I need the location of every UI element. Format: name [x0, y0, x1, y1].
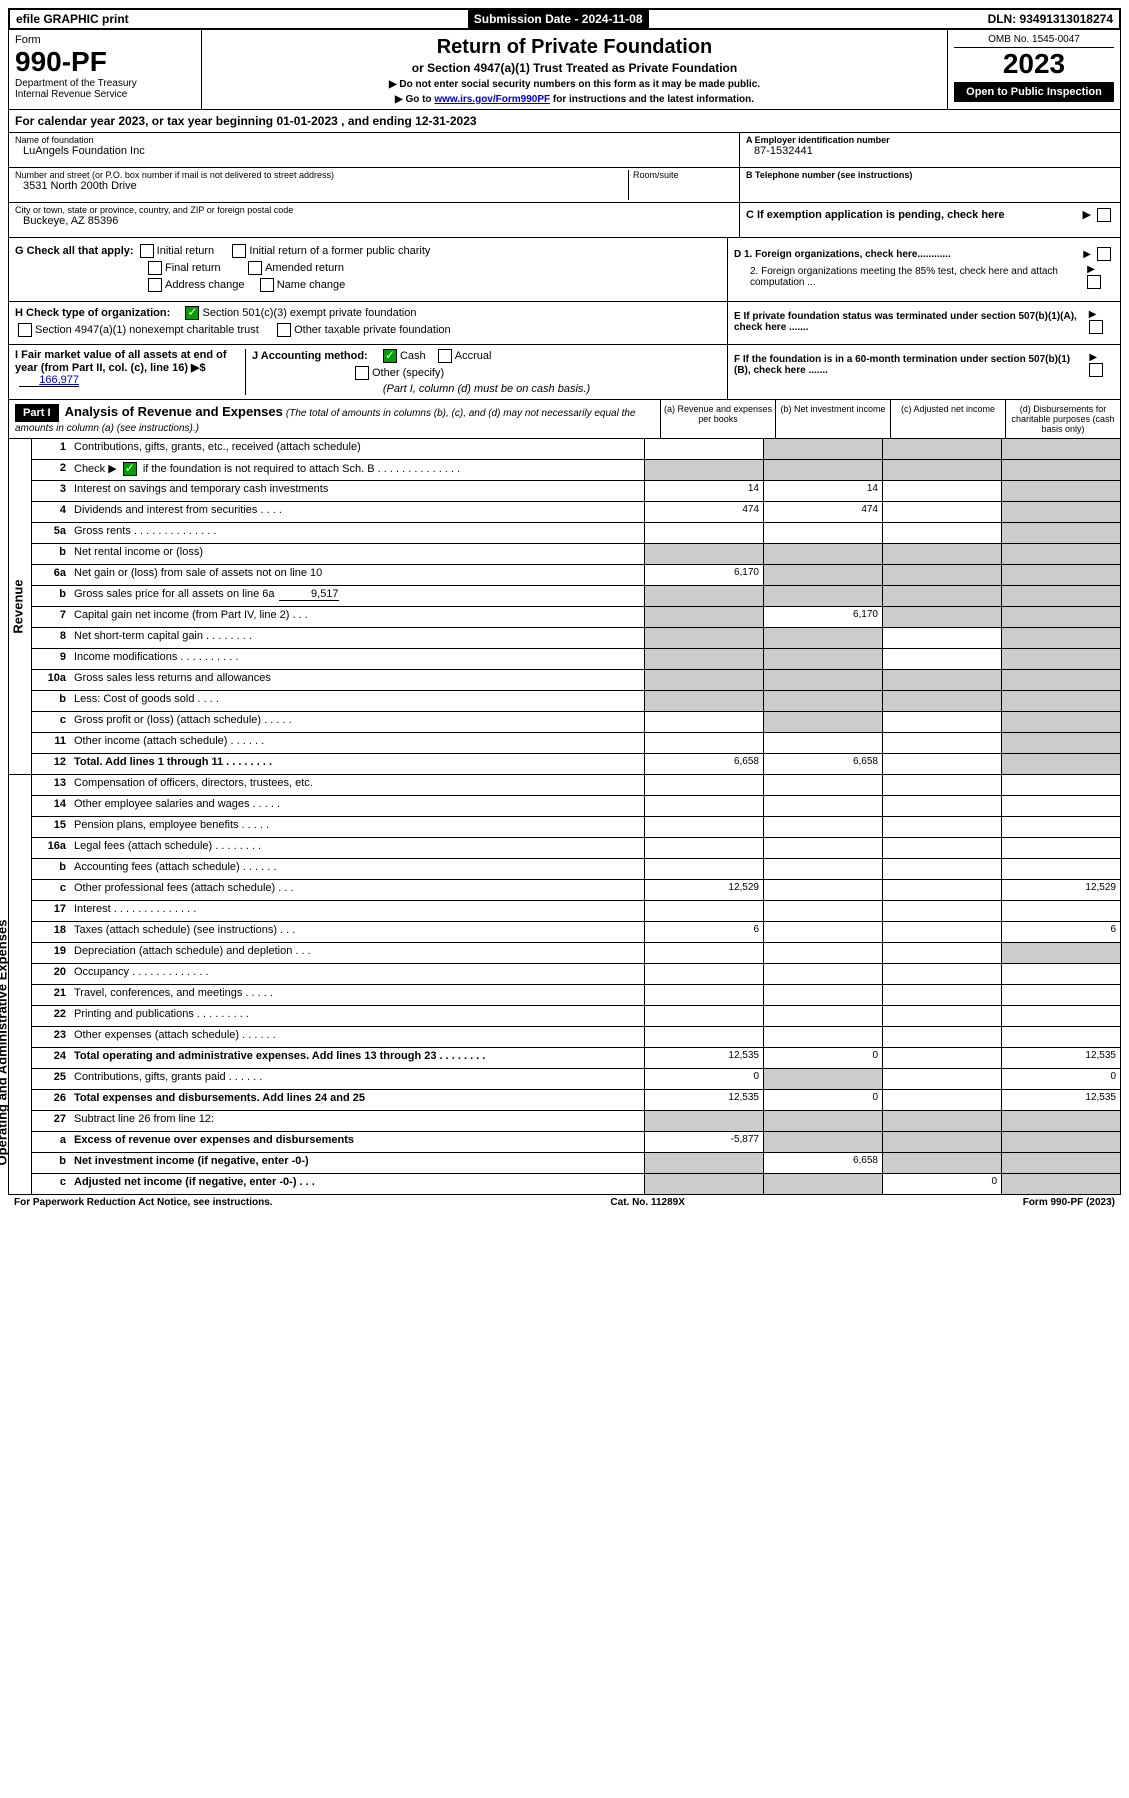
- d1-checkbox[interactable]: [1097, 247, 1111, 261]
- foundation-name: LuAngels Foundation Inc: [15, 145, 733, 157]
- ein: 87-1532441: [746, 145, 1114, 157]
- footer: For Paperwork Reduction Act Notice, see …: [8, 1195, 1121, 1210]
- omb: OMB No. 1545-0047: [954, 34, 1114, 48]
- other-tax-checkbox[interactable]: [277, 323, 291, 337]
- part1-header: Part I Analysis of Revenue and Expenses …: [8, 400, 1121, 439]
- foundation-info: Name of foundation LuAngels Foundation I…: [8, 133, 1121, 238]
- revenue-section: Revenue 1Contributions, gifts, grants, e…: [8, 439, 1121, 775]
- form-center: Return of Private Foundation or Section …: [202, 30, 947, 109]
- top-bar: efile GRAPHIC print Submission Date - 20…: [8, 8, 1121, 30]
- c-label: C If exemption application is pending, c…: [746, 209, 1005, 221]
- col-c-header: (c) Adjusted net income: [890, 400, 1005, 438]
- final-checkbox[interactable]: [148, 261, 162, 275]
- form-left: Form 990-PF Department of the Treasury I…: [9, 30, 202, 109]
- form-header: Form 990-PF Department of the Treasury I…: [8, 30, 1121, 110]
- e-label: E If private foundation status was termi…: [734, 311, 1086, 333]
- addr-change-checkbox[interactable]: [148, 278, 162, 292]
- form-title: Return of Private Foundation: [208, 36, 941, 59]
- expenses-section: Operating and Administrative Expenses 13…: [8, 775, 1121, 1195]
- footer-right: Form 990-PF (2023): [1023, 1197, 1115, 1208]
- note-ssn: ▶ Do not enter social security numbers o…: [208, 79, 941, 90]
- d1-label: D 1. Foreign organizations, check here..…: [734, 249, 951, 260]
- c-checkbox[interactable]: [1097, 208, 1111, 222]
- accrual-checkbox[interactable]: [438, 349, 452, 363]
- instructions-link[interactable]: www.irs.gov/Form990PF: [434, 94, 550, 105]
- initial-checkbox[interactable]: [140, 244, 154, 258]
- col-b-header: (b) Net investment income: [775, 400, 890, 438]
- h-label: H Check type of organization:: [15, 307, 170, 319]
- schb-checkbox[interactable]: [123, 462, 137, 476]
- addr-label: Number and street (or P.O. box number if…: [15, 170, 628, 180]
- d2-label: 2. Foreign organizations meeting the 85%…: [734, 266, 1084, 288]
- j-note: (Part I, column (d) must be on cash basi…: [252, 383, 721, 395]
- calendar-year: For calendar year 2023, or tax year begi…: [8, 110, 1121, 133]
- 501c3-checkbox[interactable]: [185, 306, 199, 320]
- g-d-section: G Check all that apply: Initial return I…: [8, 238, 1121, 302]
- cash-checkbox[interactable]: [383, 349, 397, 363]
- form-subtitle: or Section 4947(a)(1) Trust Treated as P…: [208, 61, 941, 75]
- form-number: 990-PF: [15, 46, 195, 78]
- col-d-header: (d) Disbursements for charitable purpose…: [1005, 400, 1120, 438]
- name-change-checkbox[interactable]: [260, 278, 274, 292]
- footer-left: For Paperwork Reduction Act Notice, see …: [14, 1197, 273, 1208]
- city: Buckeye, AZ 85396: [15, 215, 733, 227]
- e-checkbox[interactable]: [1089, 320, 1103, 334]
- d2-checkbox[interactable]: [1087, 275, 1101, 289]
- submission-date: Submission Date - 2024-11-08: [468, 10, 649, 28]
- f-checkbox[interactable]: [1089, 363, 1103, 377]
- note-link: ▶ Go to www.irs.gov/Form990PF for instru…: [208, 94, 941, 105]
- city-label: City or town, state or province, country…: [15, 205, 733, 215]
- g-label: G Check all that apply:: [15, 245, 134, 257]
- amended-checkbox[interactable]: [248, 261, 262, 275]
- address: 3531 North 200th Drive: [15, 180, 628, 192]
- dept: Department of the Treasury: [15, 78, 195, 89]
- h-section: H Check type of organization: Section 50…: [8, 302, 1121, 345]
- ein-label: A Employer identification number: [746, 135, 1114, 145]
- other-method-checkbox[interactable]: [355, 366, 369, 380]
- revenue-side-label: Revenue: [9, 439, 32, 774]
- initial-former-checkbox[interactable]: [232, 244, 246, 258]
- f-label: F If the foundation is in a 60-month ter…: [734, 354, 1086, 376]
- name-label: Name of foundation: [15, 135, 733, 145]
- i-label: I Fair market value of all assets at end…: [15, 349, 227, 374]
- expenses-side-label: Operating and Administrative Expenses: [9, 775, 32, 1194]
- footer-center: Cat. No. 11289X: [610, 1197, 684, 1208]
- i-value[interactable]: 166,977: [19, 374, 79, 387]
- form-right: OMB No. 1545-0047 2023 Open to Public In…: [947, 30, 1120, 109]
- j-label: J Accounting method:: [252, 350, 368, 362]
- col-a-header: (a) Revenue and expenses per books: [660, 400, 775, 438]
- tax-year: 2023: [954, 48, 1114, 80]
- room-label: Room/suite: [633, 170, 733, 180]
- ij-section: I Fair market value of all assets at end…: [8, 345, 1121, 400]
- open-public: Open to Public Inspection: [954, 82, 1114, 102]
- 4947-checkbox[interactable]: [18, 323, 32, 337]
- form-label: Form: [15, 34, 195, 46]
- part1-title: Analysis of Revenue and Expenses: [65, 404, 283, 419]
- irs: Internal Revenue Service: [15, 89, 195, 100]
- tel-label: B Telephone number (see instructions): [746, 170, 1114, 180]
- part1-label: Part I: [15, 404, 59, 422]
- efile-label: efile GRAPHIC print: [10, 10, 135, 28]
- dln: DLN: 93491313018274: [982, 10, 1119, 28]
